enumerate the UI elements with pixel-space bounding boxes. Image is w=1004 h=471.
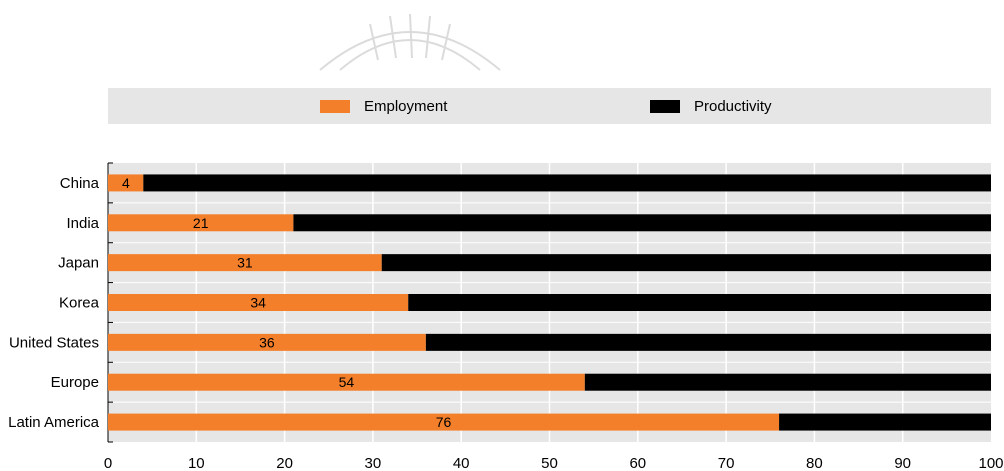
bar-productivity-korea [408,294,992,311]
category-label-korea: Korea [59,295,100,312]
x-tick-label: 50 [541,455,558,471]
bar-productivity-china [143,174,991,192]
bar-productivity-india [293,214,991,232]
bar-employment-china [108,174,144,192]
legend-item-productivity: Productivity [650,88,772,124]
x-tick-label: 70 [718,455,735,471]
x-tick-label: 90 [894,455,911,471]
data-label-china: 4 [122,175,130,191]
bar-productivity-latin-america [779,413,991,431]
data-label-korea: 34 [250,295,266,311]
bar-productivity-europe [584,373,991,391]
category-label-japan: Japan [58,255,99,272]
category-label-united-states: United States [9,334,99,351]
legend-item-employment: Employment [320,88,447,124]
x-tick-label: 80 [806,455,823,471]
bar-productivity-japan [381,254,992,272]
x-tick-label: 20 [276,455,293,471]
seal-watermark [319,13,501,71]
data-label-united-states: 36 [259,334,275,350]
legend-swatch-productivity [650,99,680,113]
category-label-europe: Europe [51,374,99,391]
legend: Employment Productivity [108,88,991,124]
category-label-china: China [60,175,100,192]
bar-productivity-united-states [425,333,991,351]
bar-employment-europe [108,373,585,391]
bar-employment-india [108,214,294,232]
x-tick-label: 40 [453,455,470,471]
bar-employment-latin-america [108,413,780,431]
legend-label-employment: Employment [364,97,448,115]
x-tick-label: 30 [365,455,382,471]
data-label-latin-america: 76 [436,414,452,430]
bar-employment-korea [108,294,409,311]
legend-swatch-employment [320,99,350,113]
bar-employment-united-states [108,333,426,351]
data-label-europe: 54 [339,374,355,390]
x-tick-label: 100 [978,455,1003,471]
x-tick-label: 60 [629,455,646,471]
bar-employment-japan [108,254,382,272]
x-tick-label: 0 [104,455,112,471]
data-label-japan: 31 [237,255,253,271]
category-label-india: India [66,215,99,232]
data-label-india: 21 [193,215,209,231]
category-label-latin-america: Latin America [8,414,100,431]
legend-label-productivity: Productivity [694,97,772,115]
x-tick-label: 10 [188,455,205,471]
